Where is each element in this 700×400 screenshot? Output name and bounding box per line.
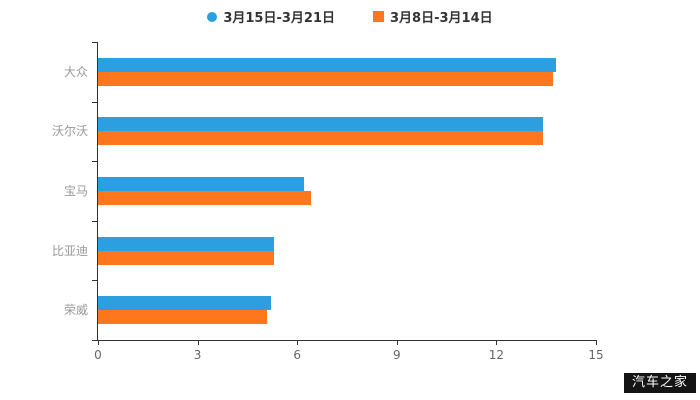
y-axis-tick: [92, 42, 97, 43]
category-label: 荣威: [63, 303, 88, 318]
bar-series-1[interactable]: [98, 57, 557, 72]
legend-item[interactable]: 3月8日-3月14日: [373, 7, 493, 26]
legend-label: 3月15日-3月21日: [223, 11, 336, 26]
x-axis-tick: [197, 340, 199, 345]
watermark-logo: 汽车之家: [623, 373, 696, 393]
bar-series-1[interactable]: [98, 236, 274, 251]
x-axis-tick: [98, 340, 99, 345]
legend-label: 3月8日-3月14日: [390, 11, 493, 26]
category-label: 沃尔沃: [51, 124, 88, 139]
bar-series-1[interactable]: [98, 177, 304, 191]
y-axis-tick: [92, 280, 97, 282]
legend-item[interactable]: 3月15日-3月21日: [207, 7, 335, 26]
bar-series-2[interactable]: [98, 131, 543, 146]
x-axis-label: 0: [94, 348, 102, 362]
y-axis-tick: [92, 340, 97, 341]
chart-legend: 3月15日-3月21日 3月8日-3月14日: [0, 7, 700, 26]
x-axis-tick: [496, 340, 498, 345]
bar-series-2[interactable]: [98, 191, 311, 205]
bar-series-1[interactable]: [98, 296, 271, 311]
y-axis-tick: [92, 101, 97, 103]
x-axis-tick: [297, 340, 299, 345]
bar-series-2[interactable]: [98, 71, 553, 86]
x-axis-tick: [596, 340, 597, 345]
bar-series-2[interactable]: [98, 310, 268, 325]
category-label: 比亚迪: [51, 243, 88, 258]
x-axis-label: 6: [293, 348, 302, 362]
square-marker-icon: [373, 11, 385, 22]
bar-series-2[interactable]: [98, 250, 274, 265]
y-axis-tick: [92, 161, 97, 163]
x-axis-label: 3: [193, 348, 202, 362]
category-label: 大众: [63, 64, 88, 79]
x-axis-label: 9: [392, 348, 401, 362]
x-axis-label: 15: [588, 348, 604, 362]
category-label: 宝马: [63, 184, 88, 198]
y-axis-tick: [92, 220, 97, 222]
plot-area: 0 3 6 9 12 15: [92, 42, 604, 362]
x-axis-label: 12: [488, 348, 505, 362]
circle-marker-icon: [207, 11, 218, 22]
x-axis-tick: [396, 340, 398, 345]
bar-series-1[interactable]: [98, 117, 543, 132]
